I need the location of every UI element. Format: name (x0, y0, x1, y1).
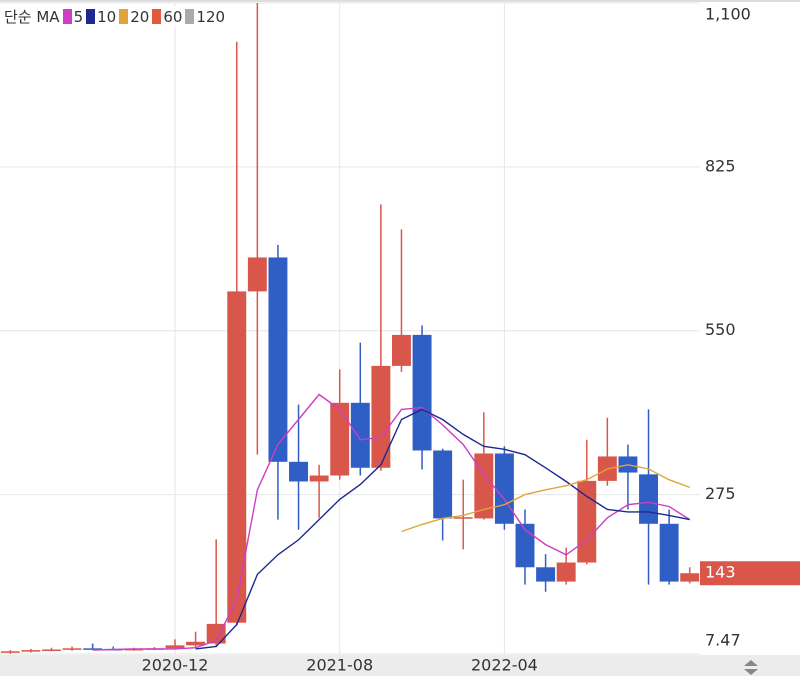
candle-body (371, 365, 391, 468)
candle-body (186, 641, 206, 646)
legend-label: 60 (163, 7, 183, 26)
candle-body (433, 450, 453, 519)
candle-body (659, 523, 679, 582)
candle-body (165, 645, 185, 649)
candle-body (494, 453, 514, 524)
legend-swatch (62, 9, 72, 24)
candle-body (350, 402, 370, 468)
candle-body (309, 475, 329, 482)
candle-body (124, 648, 144, 651)
ma-line (92, 393, 691, 651)
candle-body (268, 257, 288, 462)
y-tick-label: 550 (705, 320, 736, 339)
candle-body (330, 402, 350, 476)
candle-body (42, 649, 61, 652)
grid (0, 2, 700, 655)
candle-body (453, 517, 473, 519)
candle-body (639, 474, 658, 524)
y-tick-label: 1,100 (705, 5, 751, 24)
candle-body (680, 573, 700, 582)
candle-body (556, 562, 576, 582)
legend-label: 5 (73, 7, 84, 26)
y-tick-label: 275 (705, 484, 736, 503)
x-tick-label: 2021-08 (306, 656, 373, 675)
candle-body (392, 334, 411, 366)
candle-body (515, 523, 535, 568)
legend-swatch (86, 9, 96, 24)
legend-label: 10 (97, 7, 117, 26)
candle-body (227, 291, 247, 623)
x-axis-band (0, 655, 800, 676)
ma-line (195, 408, 690, 650)
candle-body (474, 453, 494, 519)
ma-line (401, 464, 690, 533)
candle-body (206, 623, 226, 644)
scroll-icon[interactable] (744, 660, 758, 675)
candle-body (536, 567, 556, 582)
marks (0, 3, 700, 654)
candle-body (577, 480, 597, 563)
candle-body (83, 648, 103, 650)
legend-label: 20 (130, 7, 150, 26)
last-price-label: 143 (705, 563, 736, 582)
candle-body (62, 648, 82, 650)
legend-swatch (185, 9, 195, 24)
candle-body (21, 650, 41, 652)
candle-body (247, 257, 267, 292)
legend-label: 120 (196, 7, 226, 26)
candle-body (412, 334, 432, 451)
legend-swatch (119, 9, 129, 24)
y-tick-label: 825 (705, 156, 736, 175)
x-tick-label: 2022-04 (471, 656, 538, 675)
legend: 단순 MA 5 10 20 60 120 (4, 6, 226, 27)
legend-swatch (152, 9, 162, 24)
labels: 7.47 275 550 825 1,100 2020-12 2021-08 2022-04 1… (142, 5, 800, 675)
y-tick-label: 7.47 (705, 631, 741, 650)
legend-title: 단순 MA (4, 8, 60, 26)
last-price-box (700, 561, 800, 586)
x-tick-label: 2020-12 (142, 656, 209, 675)
candle-body (0, 651, 20, 653)
candle-body (289, 461, 308, 482)
